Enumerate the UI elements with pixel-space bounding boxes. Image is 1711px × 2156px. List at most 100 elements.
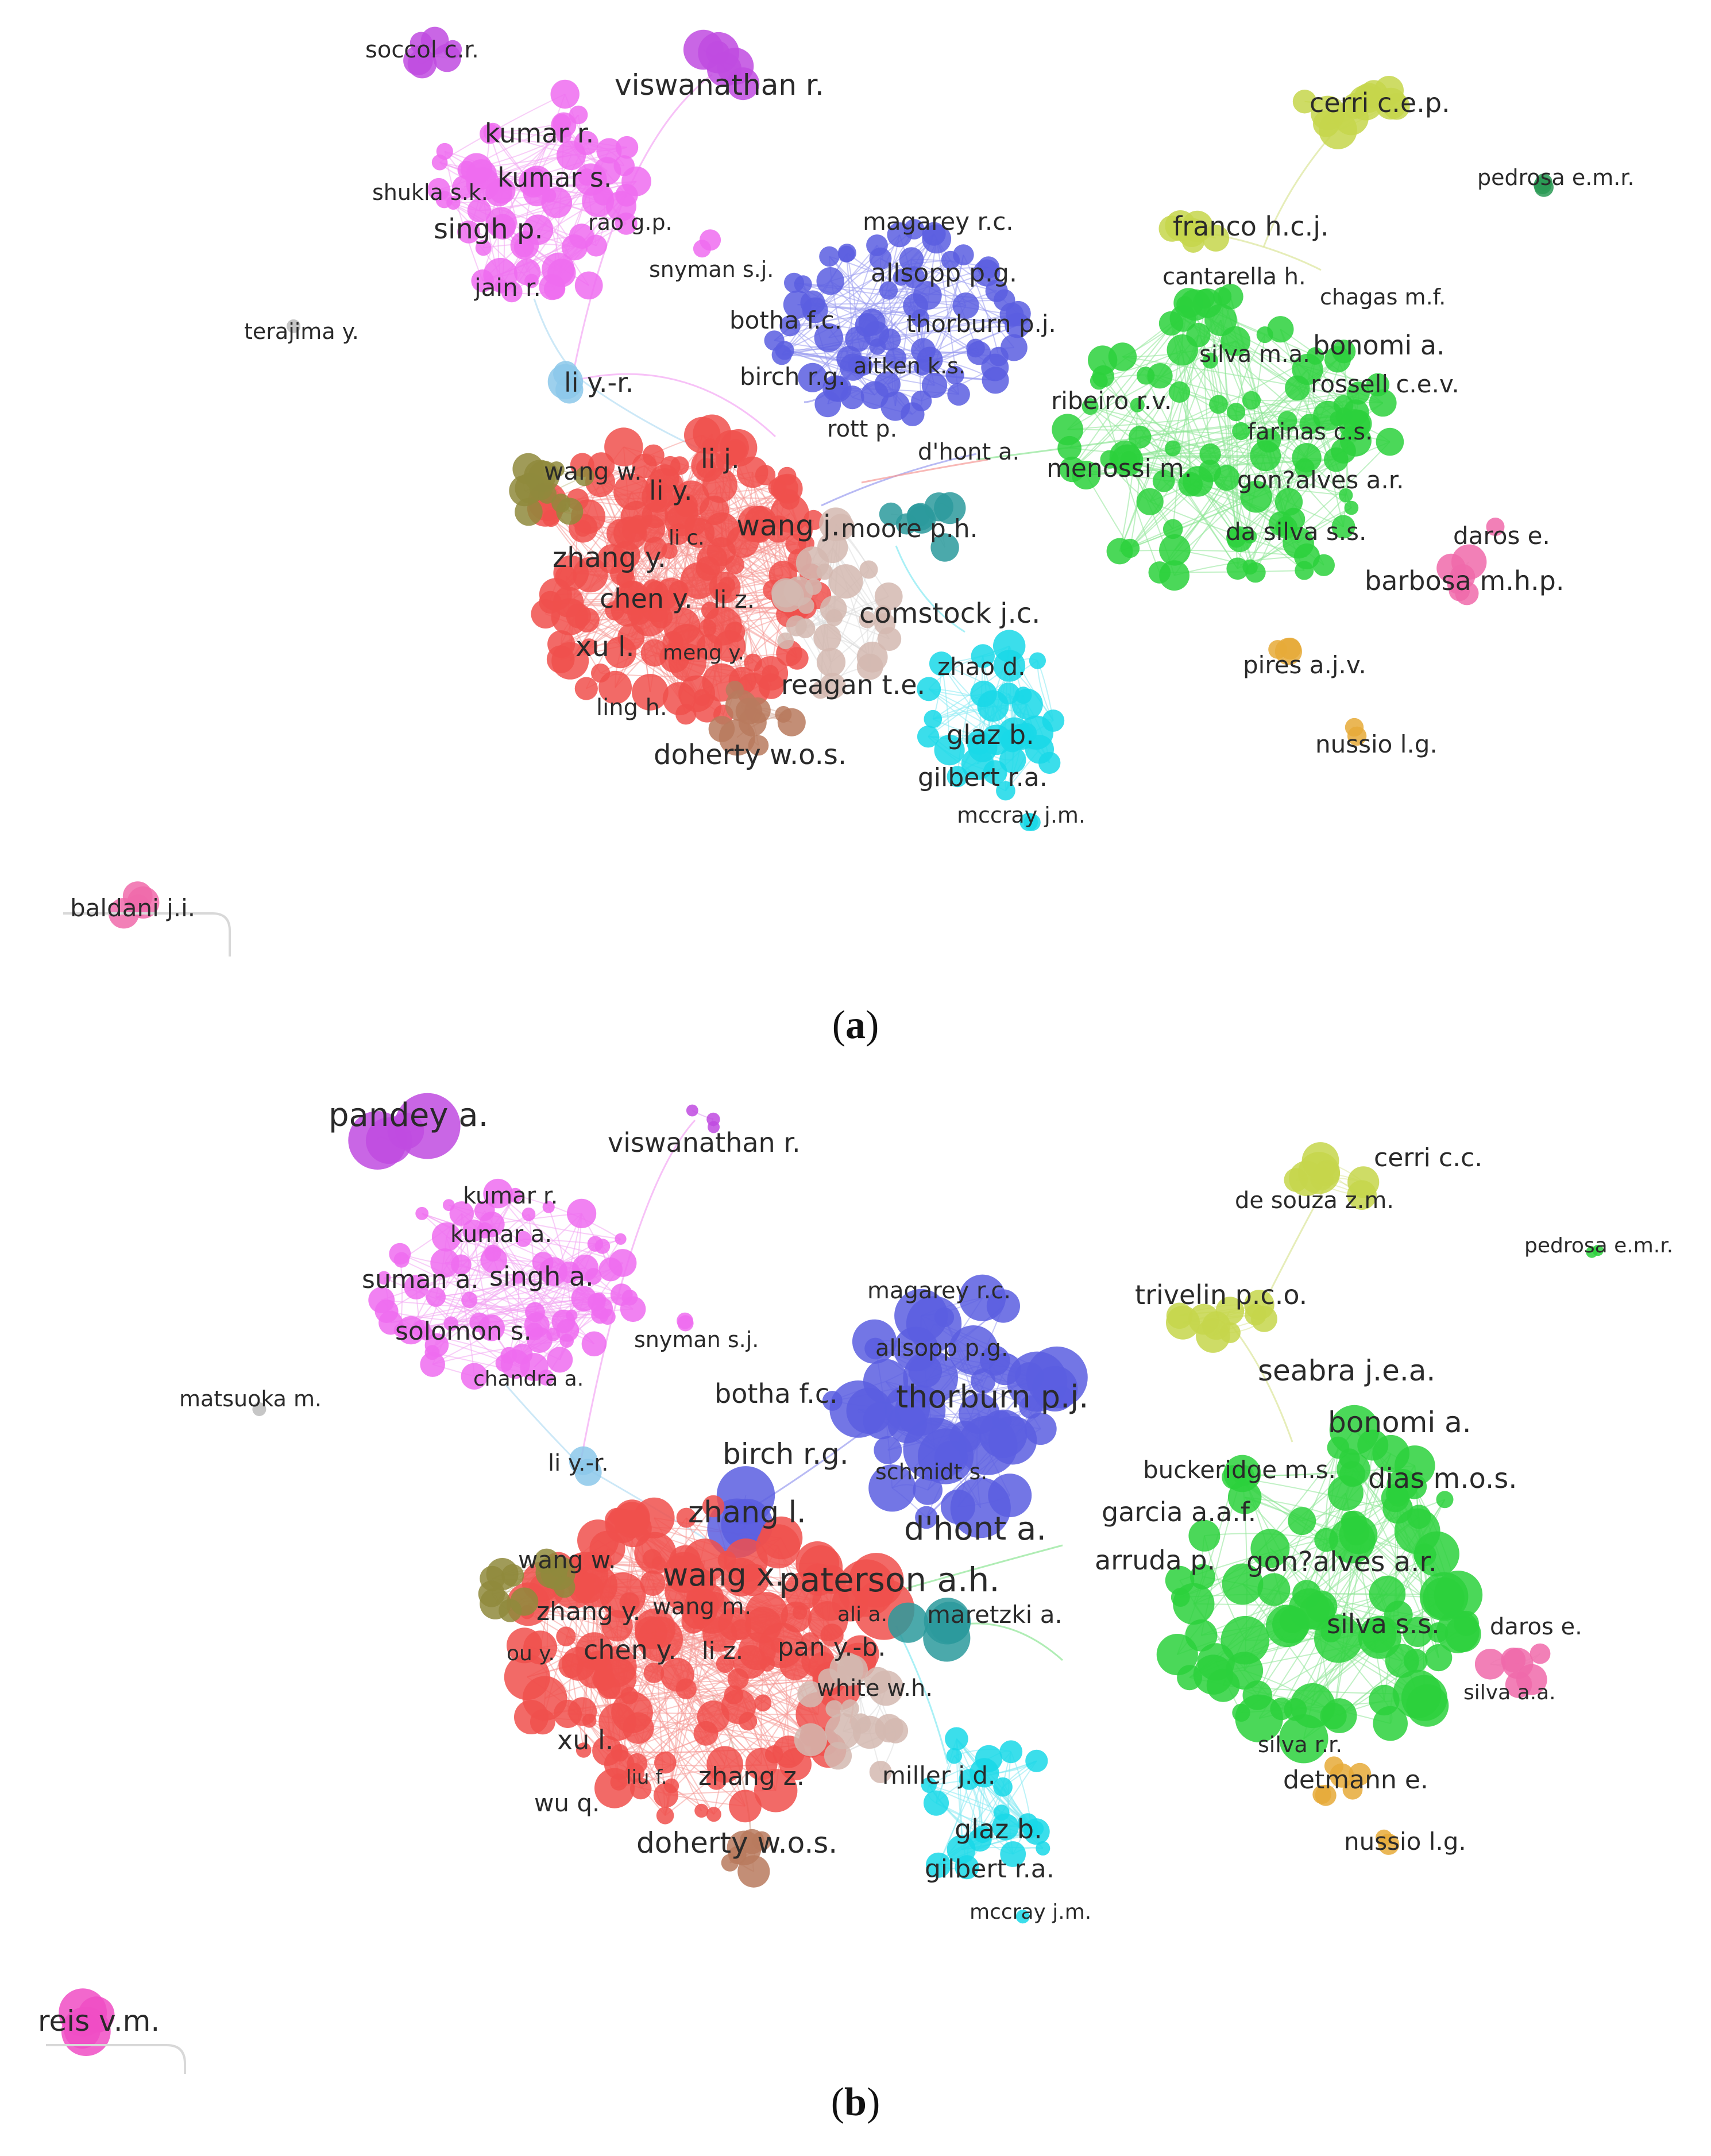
author-node (1343, 399, 1369, 426)
author-node (483, 122, 503, 142)
author-node (582, 1714, 597, 1728)
label-allsopp: allsopp p.g. (875, 1335, 1009, 1362)
label-glaz: glaz b. (955, 1814, 1042, 1845)
author-node (708, 716, 735, 742)
author-node (868, 1464, 916, 1512)
author-node (599, 1309, 616, 1325)
label-cantarella: cantarella h. (1162, 264, 1306, 290)
author-node (1015, 1910, 1030, 1924)
author-node (1323, 447, 1349, 472)
author-node (917, 346, 943, 373)
author-node (1486, 518, 1505, 536)
author-node (693, 1721, 719, 1746)
label-solomon: solomon s. (395, 1317, 532, 1346)
author-node (676, 1507, 697, 1528)
label-miller: miller j.d. (882, 1761, 995, 1789)
author-node (555, 376, 584, 404)
link-line (508, 1277, 520, 1356)
author-node (698, 619, 717, 638)
label-rossell: rossell c.e.v. (1311, 370, 1459, 398)
author-node (966, 338, 985, 358)
author-node (1299, 414, 1320, 435)
link-line (1312, 1530, 1418, 1706)
author-node (1347, 1180, 1377, 1210)
author-node (911, 390, 932, 412)
author-node (653, 1783, 678, 1808)
author-node (1349, 1762, 1372, 1785)
author-node (1451, 544, 1487, 580)
author-node (785, 533, 806, 555)
author-node (777, 632, 794, 649)
author-node (567, 1198, 597, 1228)
author-node (1147, 363, 1173, 389)
author-node (993, 1777, 1013, 1797)
author-node (1226, 557, 1249, 580)
author-node (1188, 1519, 1221, 1552)
author-node (1257, 1573, 1291, 1606)
author-node (522, 1208, 536, 1221)
author-node (548, 461, 565, 478)
author-node (764, 330, 785, 351)
author-node (449, 1201, 474, 1226)
author-node (578, 168, 596, 186)
author-node (945, 365, 964, 385)
author-node (675, 1678, 697, 1699)
author-node (759, 1516, 803, 1560)
author-node (513, 259, 541, 286)
author-node (588, 1650, 608, 1671)
author-node (483, 1178, 513, 1209)
author-node (513, 237, 534, 257)
author-node (699, 229, 721, 251)
author-node (721, 441, 745, 465)
author-node (934, 735, 965, 766)
author-node (576, 1742, 592, 1758)
label-liu: liu f. (626, 1766, 667, 1789)
label-trivelin: trivelin p.c.o. (1135, 1279, 1307, 1310)
author-node (597, 1676, 621, 1699)
label-matsuoka: matsuoka m. (179, 1386, 322, 1411)
author-node (819, 246, 840, 267)
author-node (509, 475, 540, 507)
label-silva-ss: silva s.s. (1327, 1609, 1440, 1640)
author-node (856, 653, 883, 680)
author-node (539, 578, 572, 611)
author-node (668, 643, 707, 682)
author-node (816, 564, 833, 580)
link-line (1251, 400, 1383, 404)
author-node (779, 1748, 812, 1781)
author-node (779, 1649, 811, 1680)
author-node (738, 1632, 776, 1670)
author-node (1232, 422, 1250, 441)
author-node (1385, 1644, 1419, 1678)
author-node (973, 259, 1001, 287)
author-node (1250, 1529, 1290, 1568)
author-node (556, 1626, 576, 1646)
author-node (485, 207, 517, 238)
bridge-link (861, 458, 988, 484)
author-node (1346, 381, 1370, 405)
author-node (1212, 287, 1232, 306)
author-node (725, 681, 744, 699)
label-da-silva: da silva s.s. (1226, 518, 1366, 546)
author-node (1167, 334, 1198, 366)
author-node (1245, 1303, 1266, 1326)
author-node (632, 674, 669, 711)
label-reis: reis v.m. (38, 2004, 160, 2038)
author-node (724, 1685, 744, 1704)
label-cerri: cerri c.c. (1374, 1143, 1482, 1173)
author-node (466, 159, 497, 190)
author-node (878, 328, 901, 351)
author-node (1369, 1684, 1400, 1716)
author-node (1428, 1622, 1449, 1643)
author-node (983, 760, 1007, 785)
author-node (654, 1751, 677, 1774)
author-node (837, 244, 856, 263)
author-node (556, 140, 586, 171)
label-chagas: chagas m.f. (1320, 284, 1446, 310)
author-node (507, 1627, 542, 1664)
author-node (1176, 296, 1194, 313)
author-node (1436, 1491, 1454, 1509)
label-dhont: d'hont a. (918, 439, 1019, 465)
author-node (542, 510, 560, 527)
author-node (1331, 515, 1355, 539)
